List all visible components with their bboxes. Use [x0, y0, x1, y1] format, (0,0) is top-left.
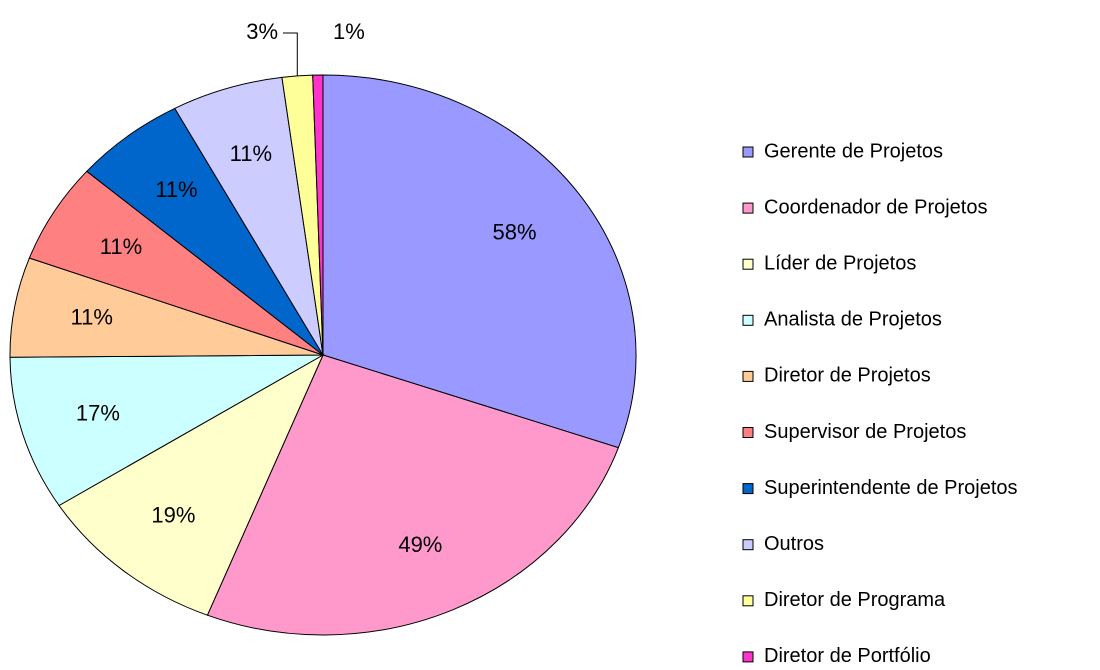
- pie-slice: [312, 74, 324, 356]
- legend-label: Outros: [764, 533, 824, 555]
- legend-label: Superintendente de Projetos: [764, 477, 1018, 499]
- legend-swatch: [742, 314, 754, 326]
- legend-swatch: [742, 202, 754, 214]
- legend-swatch: [742, 427, 754, 438]
- leader-line: [283, 32, 298, 76]
- data-label: 11%: [71, 305, 113, 330]
- legend-label: Diretor de Portfólio: [764, 645, 931, 667]
- legend-label: Diretor de Programa: [764, 589, 946, 611]
- legend-label: Analista de Projetos: [764, 309, 942, 331]
- data-label: 11%: [230, 141, 272, 166]
- legend-swatch: [742, 539, 754, 551]
- pie-slice: [58, 353, 325, 616]
- data-label: 11%: [100, 234, 142, 259]
- data-label: 3%: [246, 19, 278, 44]
- pie-slice: [9, 354, 325, 507]
- data-label: 1%: [333, 19, 365, 44]
- data-label: 19%: [151, 503, 195, 528]
- legend-swatch: [742, 595, 754, 607]
- legend-label: Diretor de Projetos: [764, 365, 931, 387]
- data-label: 11%: [155, 177, 197, 202]
- legend-label: Líder de Projetos: [764, 252, 916, 274]
- legend-swatch: [742, 370, 754, 382]
- legend-swatch: [742, 651, 754, 663]
- legend-swatch: [742, 146, 754, 158]
- data-label: 49%: [398, 532, 442, 557]
- pie-slice: [322, 74, 637, 449]
- legend-swatch: [742, 258, 754, 270]
- data-label: 58%: [492, 219, 536, 244]
- legend-swatch: [742, 483, 754, 495]
- legend-label: Supervisor de Projetos: [764, 421, 966, 443]
- pie-slice: [206, 354, 620, 636]
- data-label: 17%: [76, 400, 120, 425]
- legend-label: Gerente de Projetos: [764, 140, 943, 162]
- legend-label: Coordenador de Projetos: [764, 196, 987, 218]
